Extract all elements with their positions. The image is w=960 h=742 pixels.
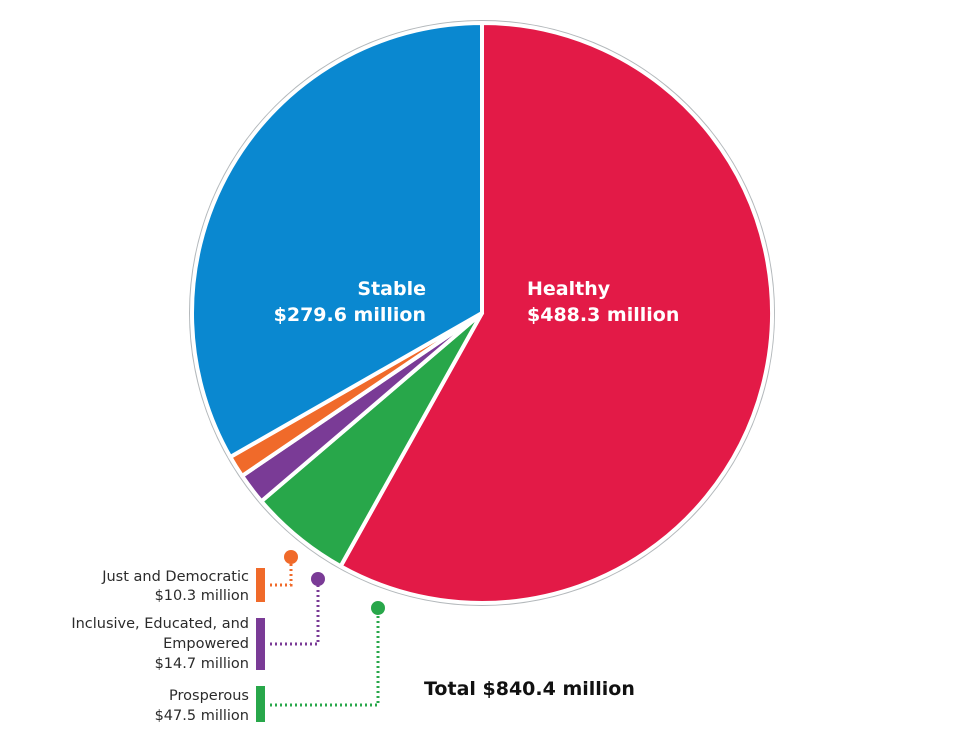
legend-label-prosperous-name: Prosperous bbox=[169, 688, 249, 704]
legend-label-just-democratic-value: $10.3 million bbox=[155, 588, 249, 604]
legend-label-just-democratic-name: Just and Democratic bbox=[101, 569, 249, 585]
callout-prosperous: Prosperous $47.5 million bbox=[155, 601, 385, 724]
legend-label-inclusive-line1: Inclusive, Educated, and bbox=[71, 616, 249, 632]
legend-label-prosperous-value: $47.5 million bbox=[155, 708, 249, 724]
legend-swatch-prosperous bbox=[256, 686, 265, 722]
slice-label-healthy-name: Healthy bbox=[527, 278, 611, 300]
pie-slice-healthy bbox=[338, 21, 774, 605]
legend-swatch-just-democratic bbox=[256, 568, 265, 602]
leader-line-just-democratic bbox=[270, 560, 293, 587]
legend-label-inclusive-line2: Empowered bbox=[163, 636, 249, 652]
leader-dot-prosperous bbox=[371, 601, 385, 615]
leader-line-inclusive bbox=[270, 584, 320, 646]
legend-swatch-inclusive bbox=[256, 618, 265, 670]
slice-label-healthy-value: $488.3 million bbox=[527, 304, 679, 326]
slice-label-stable-name: Stable bbox=[357, 278, 426, 300]
chart-total: Total $840.4 million bbox=[424, 678, 635, 700]
pie-slice-stable bbox=[190, 21, 484, 459]
leader-dot-inclusive bbox=[311, 572, 325, 586]
slice-label-stable-value: $279.6 million bbox=[274, 304, 426, 326]
leader-line-prosperous bbox=[270, 614, 380, 707]
leader-dot-just-democratic bbox=[284, 550, 298, 564]
callout-inclusive-educated-empowered: Inclusive, Educated, and Empowered $14.7… bbox=[71, 572, 325, 672]
pie bbox=[189, 20, 775, 606]
callout-just-democratic: Just and Democratic $10.3 million bbox=[101, 550, 298, 604]
legend-label-inclusive-value: $14.7 million bbox=[155, 656, 249, 672]
